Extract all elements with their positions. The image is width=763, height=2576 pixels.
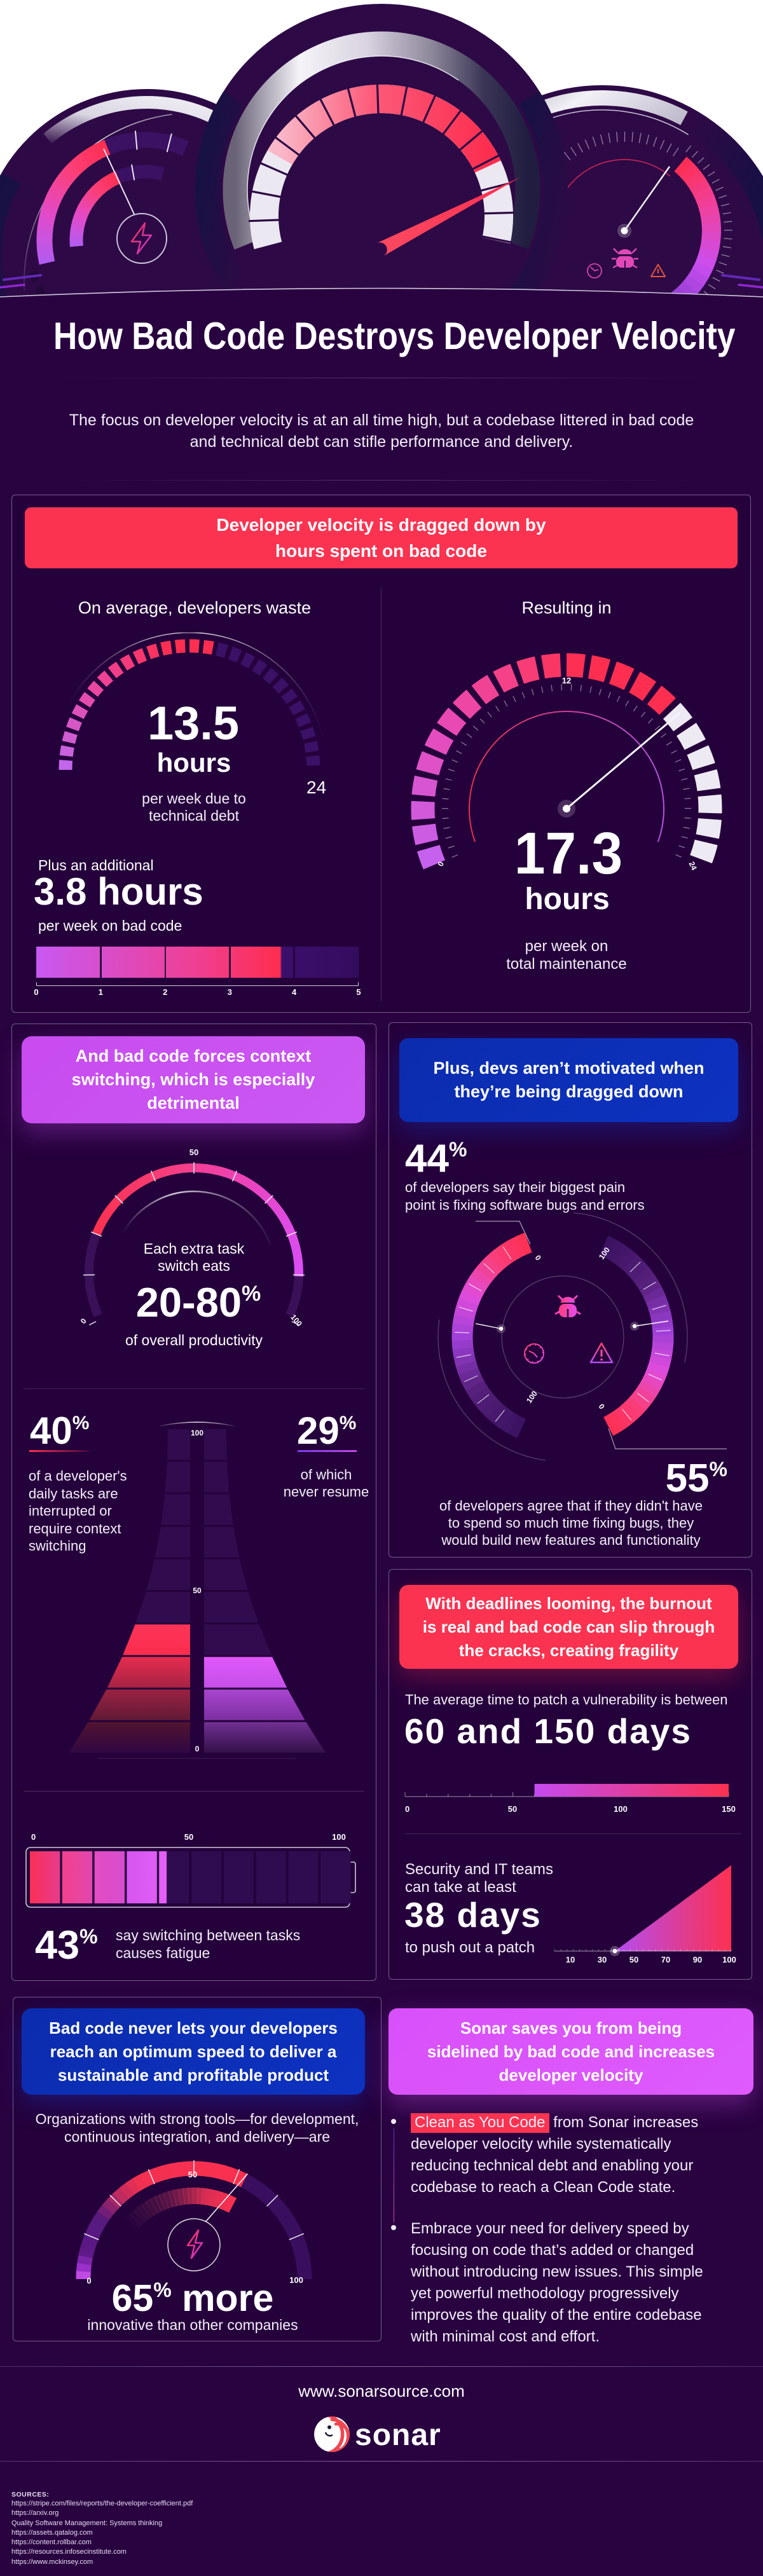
svg-text:0: 0 xyxy=(597,1402,607,1411)
svg-text:0: 0 xyxy=(533,1254,543,1263)
svg-text:100: 100 xyxy=(525,1389,539,1405)
svg-text:sonar: sonar xyxy=(355,2418,441,2452)
